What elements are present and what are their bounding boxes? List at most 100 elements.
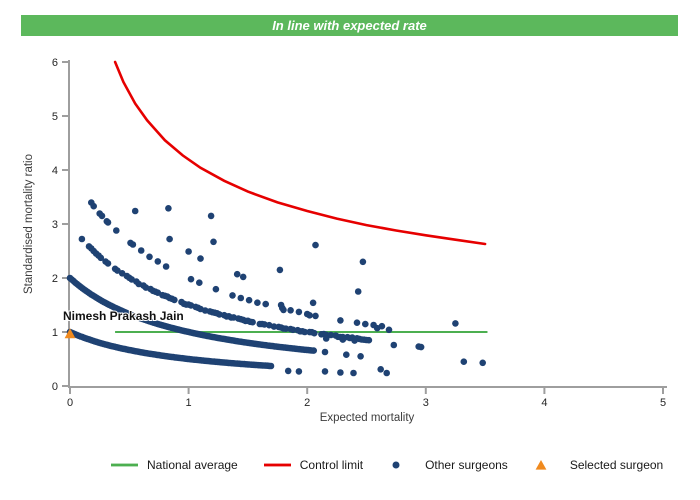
other-surgeon-dot[interactable] bbox=[301, 328, 309, 336]
other-surgeon-dot[interactable] bbox=[312, 241, 319, 249]
legend-item-control-limit[interactable]: Control limit bbox=[263, 458, 363, 472]
other-surgeon-dot[interactable] bbox=[282, 325, 290, 333]
other-surgeon-dot[interactable] bbox=[210, 238, 217, 246]
other-surgeon-dot[interactable] bbox=[327, 331, 335, 339]
national-average-marker-icon bbox=[111, 463, 138, 467]
other-surgeon-dot[interactable] bbox=[90, 202, 97, 210]
legend-label-selected-surgeon: Selected surgeon bbox=[569, 458, 664, 472]
other-surgeon-dot[interactable] bbox=[385, 326, 393, 334]
other-surgeon-dot[interactable] bbox=[277, 301, 285, 309]
other-surgeon-dot[interactable] bbox=[165, 205, 172, 212]
other-surgeon-dot[interactable] bbox=[233, 270, 241, 278]
other-surgeon-dot[interactable] bbox=[350, 369, 357, 377]
other-surgeon-dot[interactable] bbox=[171, 296, 178, 304]
x-tick-label: 5 bbox=[660, 397, 666, 409]
other-surgeon-dot[interactable] bbox=[162, 263, 170, 270]
selected-surgeon-marker[interactable] bbox=[64, 328, 76, 339]
series-layer bbox=[64, 60, 488, 377]
legend-item-other-surgeons[interactable]: Other surgeons bbox=[388, 458, 508, 472]
other-surgeon-dot[interactable] bbox=[154, 258, 162, 265]
other-surgeon-dot[interactable] bbox=[287, 307, 294, 314]
other-surgeon-dot[interactable] bbox=[373, 324, 381, 332]
legend-label-national-average: National average bbox=[147, 458, 238, 472]
other-surgeon-dot[interactable] bbox=[207, 212, 215, 220]
other-surgeon-dot[interactable] bbox=[310, 347, 318, 354]
other-surgeon-dot[interactable] bbox=[239, 273, 247, 281]
other-surgeon-dot[interactable] bbox=[295, 308, 303, 316]
y-tick-label: 5 bbox=[52, 111, 58, 123]
other-surgeon-dot[interactable] bbox=[339, 336, 347, 343]
other-surgeon-dot[interactable] bbox=[452, 320, 459, 327]
other-surgeon-dot[interactable] bbox=[185, 248, 192, 255]
other-surgeon-dot[interactable] bbox=[479, 359, 487, 367]
other-surgeon-dot[interactable] bbox=[97, 254, 105, 262]
y-tick-label: 2 bbox=[52, 273, 58, 285]
other-surgeon-dot[interactable] bbox=[337, 369, 344, 376]
other-surgeon-dot[interactable] bbox=[321, 348, 329, 356]
other-surgeon-dot[interactable] bbox=[322, 335, 330, 342]
other-surgeon-dot[interactable] bbox=[357, 353, 364, 360]
other-surgeon-dot[interactable] bbox=[166, 235, 173, 243]
other-surgeon-dot[interactable] bbox=[104, 260, 112, 267]
other-surgeon-dot[interactable] bbox=[353, 319, 361, 327]
other-surgeon-dot[interactable] bbox=[306, 312, 313, 319]
y-tick-label: 4 bbox=[52, 165, 58, 177]
other-surgeon-dot[interactable] bbox=[362, 320, 369, 328]
legend-label-other-surgeons: Other surgeons bbox=[425, 458, 508, 472]
other-surgeon-dot[interactable] bbox=[359, 258, 367, 266]
other-surgeon-dot[interactable] bbox=[127, 239, 134, 247]
y-tick-label: 1 bbox=[52, 327, 58, 339]
other-surgeon-dot[interactable] bbox=[267, 362, 275, 370]
y-tick-label: 0 bbox=[52, 381, 58, 393]
other-surgeon-dot[interactable] bbox=[114, 267, 121, 274]
other-surgeon-dot[interactable] bbox=[383, 369, 391, 377]
other-surgeons-marker-icon bbox=[392, 461, 400, 469]
other-surgeon-dot[interactable] bbox=[390, 341, 398, 349]
other-surgeon-dot[interactable] bbox=[280, 306, 287, 314]
other-surgeon-dot[interactable] bbox=[417, 343, 425, 351]
x-tick-label: 3 bbox=[423, 397, 429, 409]
other-surgeon-dot[interactable] bbox=[377, 366, 385, 373]
other-surgeon-dot[interactable] bbox=[309, 299, 317, 307]
other-surgeon-dot[interactable] bbox=[212, 285, 220, 293]
x-tick-label: 2 bbox=[304, 397, 310, 409]
other-surgeon-dot[interactable] bbox=[312, 312, 319, 320]
other-surgeon-dot[interactable] bbox=[311, 329, 318, 337]
other-surgeon-dot[interactable] bbox=[78, 235, 86, 243]
other-surgeon-dot[interactable] bbox=[337, 317, 344, 324]
status-banner: In line with expected rate bbox=[21, 15, 678, 36]
other-surgeon-dot[interactable] bbox=[187, 275, 195, 283]
legend-item-selected-surgeon[interactable]: Selected surgeon bbox=[533, 458, 663, 472]
other-surgeon-dot[interactable] bbox=[351, 337, 358, 344]
other-surgeon-dot[interactable] bbox=[196, 279, 203, 287]
other-surgeon-dot[interactable] bbox=[137, 247, 145, 254]
other-surgeon-dot[interactable] bbox=[284, 367, 292, 375]
other-surgeon-dot[interactable] bbox=[131, 207, 139, 215]
legend-item-national-average[interactable]: National average bbox=[110, 458, 238, 472]
other-surgeon-dot[interactable] bbox=[276, 266, 284, 274]
other-surgeon-dot[interactable] bbox=[321, 368, 329, 375]
other-surgeon-dot[interactable] bbox=[365, 336, 373, 344]
other-surgeon-dot[interactable] bbox=[354, 288, 362, 295]
other-surgeon-dot[interactable] bbox=[460, 358, 468, 366]
other-surgeon-dot[interactable] bbox=[270, 323, 278, 330]
x-tick-label: 1 bbox=[186, 397, 192, 409]
other-surgeon-dot[interactable] bbox=[295, 368, 303, 375]
other-surgeon-dot[interactable] bbox=[254, 299, 261, 307]
control-limit-marker-icon bbox=[263, 463, 291, 467]
y-tick-label: 6 bbox=[52, 57, 58, 69]
other-surgeon-dot[interactable] bbox=[262, 300, 270, 308]
other-surgeon-dot[interactable] bbox=[197, 255, 204, 262]
other-surgeon-dot[interactable] bbox=[146, 253, 153, 261]
other-surgeon-dot[interactable] bbox=[249, 318, 256, 326]
other-surgeon-dot[interactable] bbox=[343, 351, 350, 359]
other-surgeon-dot[interactable] bbox=[245, 296, 253, 304]
other-surgeon-dot[interactable] bbox=[113, 227, 120, 234]
status-banner-text: In line with expected rate bbox=[272, 18, 427, 33]
other-surgeon-dot[interactable] bbox=[103, 218, 111, 225]
other-surgeon-dot[interactable] bbox=[98, 212, 106, 220]
x-tick-label: 0 bbox=[67, 397, 73, 409]
control-limit-line bbox=[113, 60, 487, 246]
other-surgeon-dot[interactable] bbox=[237, 294, 245, 302]
other-surgeon-dot[interactable] bbox=[229, 292, 236, 299]
